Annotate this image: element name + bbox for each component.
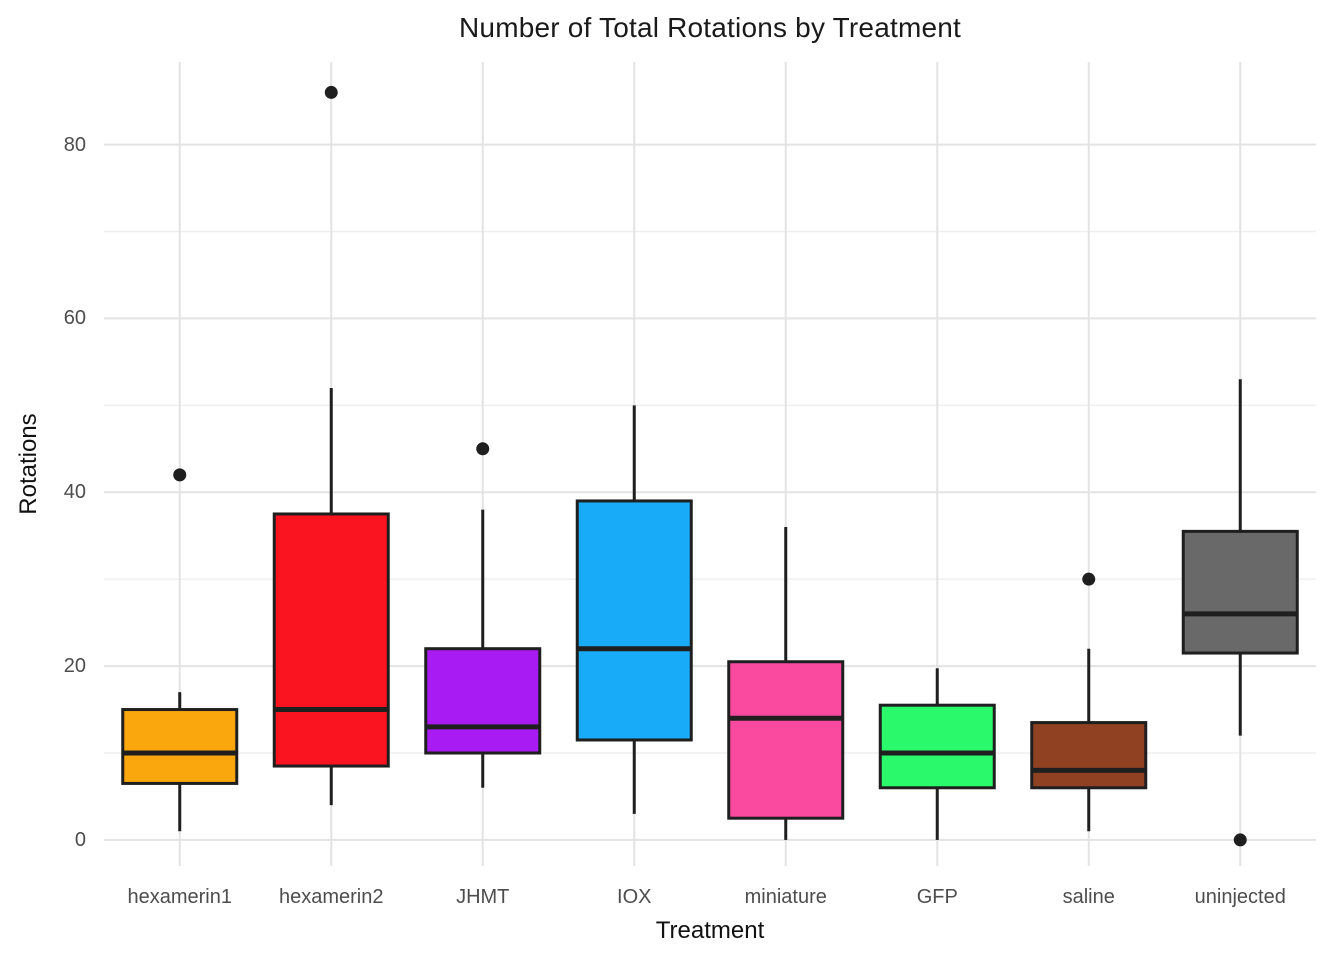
outlier-uninjected: [1233, 833, 1247, 847]
y-tick-label: 20: [63, 655, 86, 678]
x-tick-label: IOX: [617, 886, 652, 908]
box-gfp: [878, 703, 996, 790]
y-tick-label: 40: [63, 481, 86, 504]
x-tick-label: JHMT: [456, 886, 510, 908]
x-tick-label: saline: [1062, 886, 1115, 908]
outlier-hexamerin1: [173, 468, 187, 482]
outlier-jhmt: [476, 442, 490, 456]
box-jhmt: [424, 647, 542, 755]
box-miniature: [727, 660, 845, 820]
box-uninjected: [1181, 529, 1299, 655]
outlier-hexamerin2: [324, 85, 338, 99]
x-axis-title: Treatment: [655, 917, 765, 944]
box-hexamerin1: [121, 708, 239, 785]
x-tick-label: hexamerin2: [278, 886, 384, 908]
x-tick-label: GFP: [916, 886, 958, 908]
y-tick-label: 0: [74, 828, 86, 851]
y-tick-label: 60: [63, 307, 86, 330]
outlier-saline: [1082, 572, 1096, 586]
box-iox: [575, 499, 693, 742]
y-tick-label: 80: [63, 133, 86, 156]
x-tick-label: miniature: [744, 886, 827, 908]
x-tick-label: uninjected: [1194, 886, 1286, 908]
chart-title: Number of Total Rotations by Treatment: [459, 12, 961, 43]
box-saline: [1030, 721, 1148, 790]
box-hexamerin2: [272, 512, 390, 768]
x-tick-label: hexamerin1: [127, 886, 232, 908]
